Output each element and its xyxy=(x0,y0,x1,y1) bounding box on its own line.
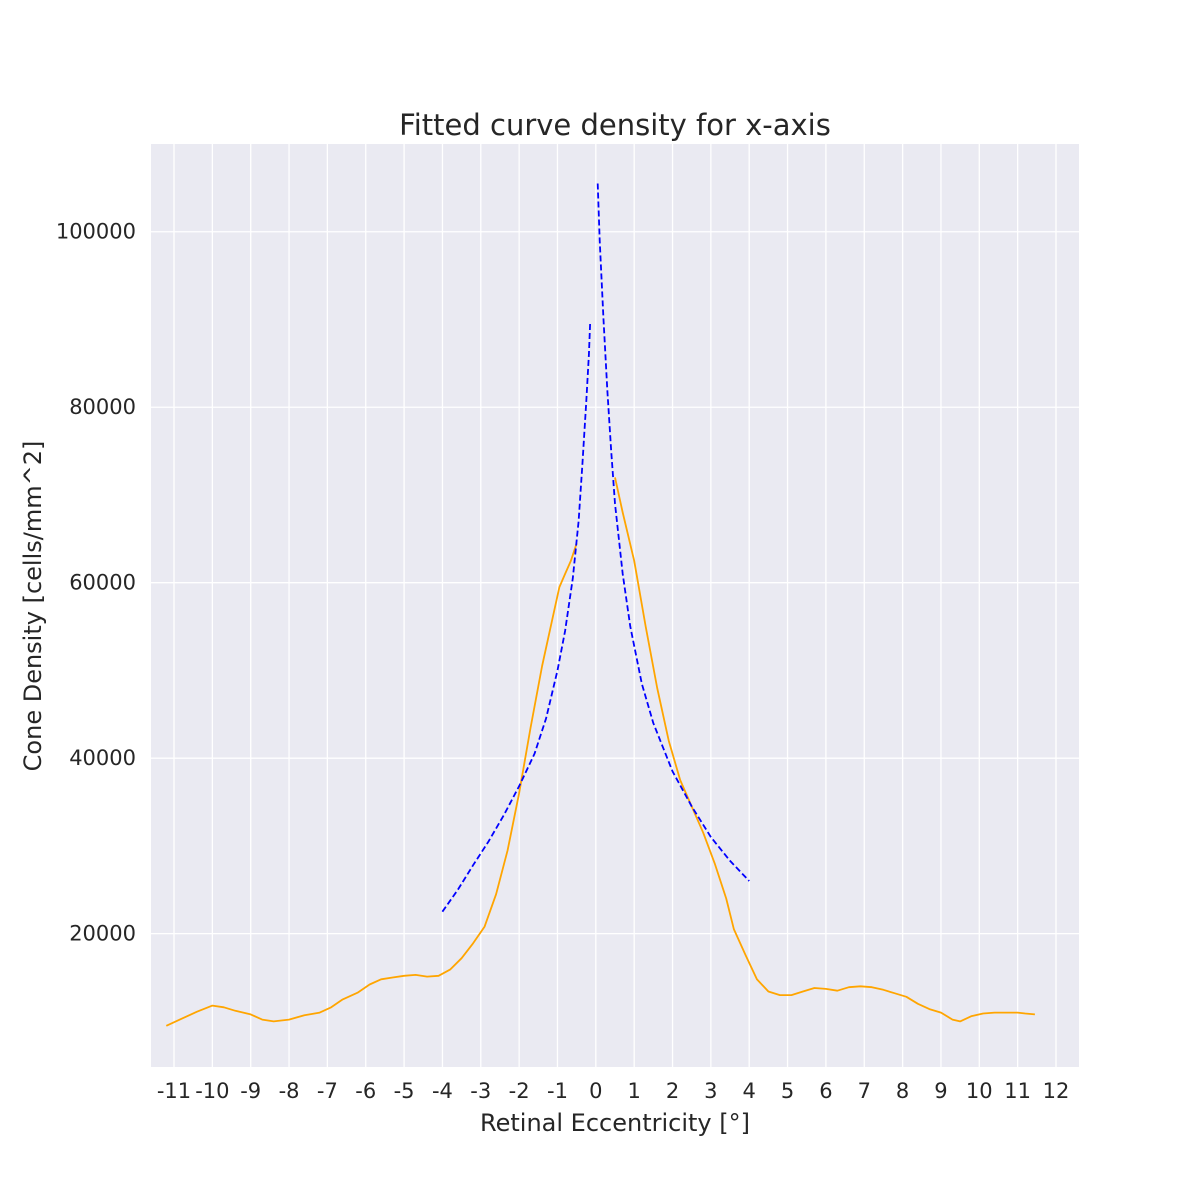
grid xyxy=(151,144,1079,1067)
x-tick-label: 0 xyxy=(589,1079,602,1103)
x-tick-label: -6 xyxy=(355,1079,376,1103)
y-axis-ticks: 20000 40000 60000 80000 100000 xyxy=(56,220,136,946)
chart-title: Fitted curve density for x-axis xyxy=(399,108,831,142)
y-tick-label: 60000 xyxy=(69,571,136,595)
y-tick-label: 100000 xyxy=(56,220,136,244)
x-tick-label: 12 xyxy=(1043,1079,1070,1103)
x-tick-label: -10 xyxy=(195,1079,229,1103)
y-tick-label: 20000 xyxy=(69,922,136,946)
x-tick-label: 3 xyxy=(704,1079,717,1103)
x-tick-label: 8 xyxy=(896,1079,909,1103)
x-axis-ticks: -11 -10 -9 -8 -7 -6 -5 -4 -3 -2 -1 0 1 2 3 4 5 6 7 8 9 10 11 12 xyxy=(157,1079,1070,1103)
y-tick-label: 80000 xyxy=(69,395,136,419)
x-tick-label: 11 xyxy=(1004,1079,1031,1103)
x-tick-label: 9 xyxy=(934,1079,947,1103)
x-tick-label: -8 xyxy=(279,1079,300,1103)
x-tick-label: -2 xyxy=(509,1079,530,1103)
x-tick-label: -4 xyxy=(432,1079,453,1103)
x-tick-label: -7 xyxy=(317,1079,338,1103)
series-0-line-0 xyxy=(165,542,578,1027)
x-tick-label: 10 xyxy=(966,1079,993,1103)
y-tick-label: 40000 xyxy=(69,746,136,770)
x-tick-label: -1 xyxy=(547,1079,568,1103)
x-tick-label: 6 xyxy=(819,1079,832,1103)
series-0-line-1 xyxy=(614,477,1035,1023)
series-1-line-1 xyxy=(596,183,750,882)
x-tick-label: -9 xyxy=(240,1079,261,1103)
x-axis-label: Retinal Eccentricity [°] xyxy=(480,1109,750,1137)
plot-background xyxy=(151,144,1079,1067)
x-tick-label: 7 xyxy=(858,1079,871,1103)
x-tick-label: -11 xyxy=(157,1079,191,1103)
series-1-line-0 xyxy=(441,323,591,913)
x-tick-label: -3 xyxy=(470,1079,491,1103)
x-tick-label: 1 xyxy=(627,1079,640,1103)
y-axis-label: Cone Density [cells/mm^2] xyxy=(19,441,47,772)
series-layer xyxy=(165,183,1035,1027)
x-tick-label: 4 xyxy=(743,1079,756,1103)
x-tick-label: -5 xyxy=(394,1079,415,1103)
x-tick-label: 2 xyxy=(666,1079,679,1103)
x-tick-label: 5 xyxy=(781,1079,794,1103)
